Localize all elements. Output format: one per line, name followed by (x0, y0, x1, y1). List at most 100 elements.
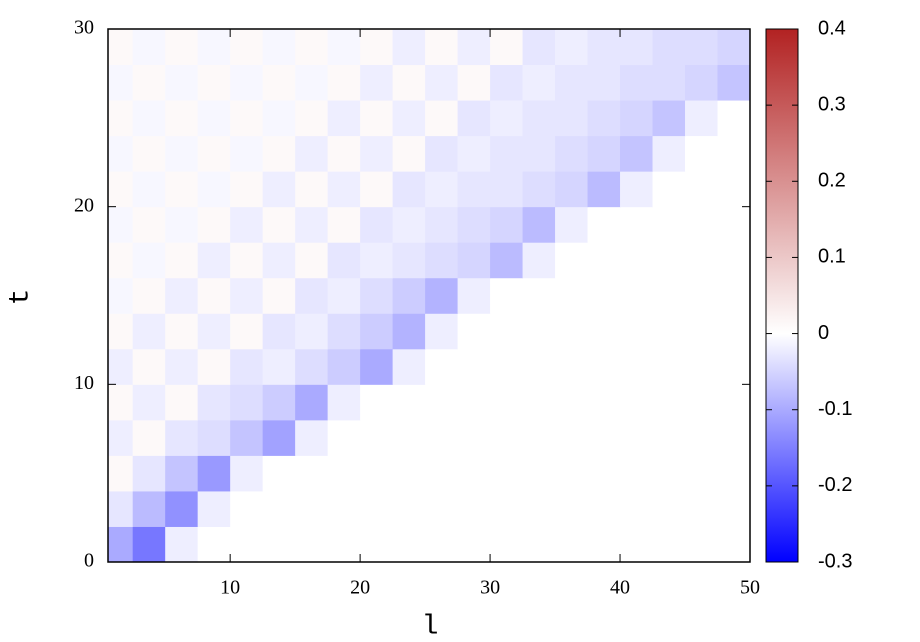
heatmap-cell (522, 277, 556, 314)
heatmap-cell (262, 277, 296, 314)
heatmap-cell (685, 206, 719, 243)
heatmap-cell (327, 277, 361, 314)
heatmap-cell (685, 64, 719, 101)
heatmap-cell (685, 490, 719, 527)
heatmap-cell (425, 100, 459, 137)
heatmap-cell (165, 277, 199, 314)
heatmap-cell (165, 490, 199, 527)
heatmap-cell (522, 171, 556, 208)
heatmap-cell (392, 490, 426, 527)
heatmap-cell (587, 526, 621, 562)
heatmap-cell (230, 490, 264, 527)
heatmap-cell (295, 206, 329, 243)
heatmap-cell (555, 419, 589, 456)
heatmap-cell (555, 313, 589, 350)
heatmap-cell (295, 171, 329, 208)
heatmap-cell (295, 490, 329, 527)
heatmap-cell (108, 526, 134, 562)
heatmap-cell (360, 29, 394, 66)
heatmap-cell (425, 348, 459, 385)
heatmap-cell (392, 526, 426, 562)
heatmap-cell (197, 242, 231, 279)
heatmap-cell (197, 490, 231, 527)
heatmap-cell (360, 206, 394, 243)
heatmap-cell (717, 526, 750, 562)
heatmap-cell (717, 384, 750, 421)
heatmap-cell (230, 242, 264, 279)
heatmap-cell (165, 171, 199, 208)
heatmap-cell (522, 29, 556, 66)
heatmap-cell (522, 384, 556, 421)
heatmap-cell (587, 313, 621, 350)
heatmap-cell (262, 526, 296, 562)
heatmap-cell (392, 242, 426, 279)
heatmap-cell (425, 526, 459, 562)
heatmap-cell (262, 206, 296, 243)
heatmap-cell (327, 64, 361, 101)
heatmap-cell (522, 419, 556, 456)
heatmap-cell (165, 348, 199, 385)
heatmap-cell (555, 135, 589, 172)
heatmap-cell (620, 526, 654, 562)
heatmap-cell (392, 135, 426, 172)
heatmap-cell (685, 29, 719, 66)
heatmap-cell (652, 135, 686, 172)
heatmap-cell (652, 29, 686, 66)
heatmap-cell (652, 384, 686, 421)
heatmap-cell (262, 171, 296, 208)
heatmap-cell (132, 455, 166, 492)
heatmap-cell (587, 348, 621, 385)
heatmap-cell (457, 490, 491, 527)
heatmap-cell (360, 526, 394, 562)
heatmap-cell (652, 490, 686, 527)
x-tick-label: 40 (610, 577, 630, 599)
heatmap-cell (717, 135, 750, 172)
heatmap-cell (587, 384, 621, 421)
heatmap-cell (295, 313, 329, 350)
heatmap-cell (587, 100, 621, 137)
heatmap-cell (425, 384, 459, 421)
heatmap-cell (392, 64, 426, 101)
colorbar-tick-label: 0.3 (818, 93, 846, 115)
x-tick-label: 10 (220, 577, 240, 599)
heatmap-cell (327, 419, 361, 456)
heatmap-cell (490, 242, 524, 279)
heatmap-cell (108, 277, 134, 314)
heatmap-cell (587, 242, 621, 279)
heatmap-cell (108, 313, 134, 350)
heatmap-cell (490, 135, 524, 172)
heatmap-cell (327, 135, 361, 172)
heatmap-cell (652, 100, 686, 137)
heatmap-cell (652, 171, 686, 208)
heatmap-cell (392, 171, 426, 208)
heatmap-cell (165, 29, 199, 66)
heatmap-cell (587, 29, 621, 66)
heatmap-cell (262, 455, 296, 492)
heatmap-cell (327, 348, 361, 385)
heatmap-cell (685, 135, 719, 172)
heatmap-cell (522, 313, 556, 350)
heatmap-cell (262, 490, 296, 527)
heatmap-cell (685, 348, 719, 385)
heatmap-cell (197, 384, 231, 421)
heatmap-cell (620, 455, 654, 492)
heatmap-cell (685, 313, 719, 350)
heatmap-cell (197, 419, 231, 456)
colorbar (765, 28, 799, 563)
heatmap-cell (108, 242, 134, 279)
heatmap-cell (425, 277, 459, 314)
heatmap-cell (457, 277, 491, 314)
heatmap-cell (360, 135, 394, 172)
heatmap-cell (230, 526, 264, 562)
heatmap-cell (425, 135, 459, 172)
heatmap-cell (327, 29, 361, 66)
heatmap-cell (262, 100, 296, 137)
heatmap-cell (717, 242, 750, 279)
y-tick-label: 10 (74, 372, 94, 394)
heatmap-cell (620, 348, 654, 385)
heatmap-cell (425, 419, 459, 456)
heatmap-cell (108, 171, 134, 208)
heatmap-cell (457, 242, 491, 279)
heatmap-cell (717, 29, 750, 66)
heatmap-cell (652, 206, 686, 243)
